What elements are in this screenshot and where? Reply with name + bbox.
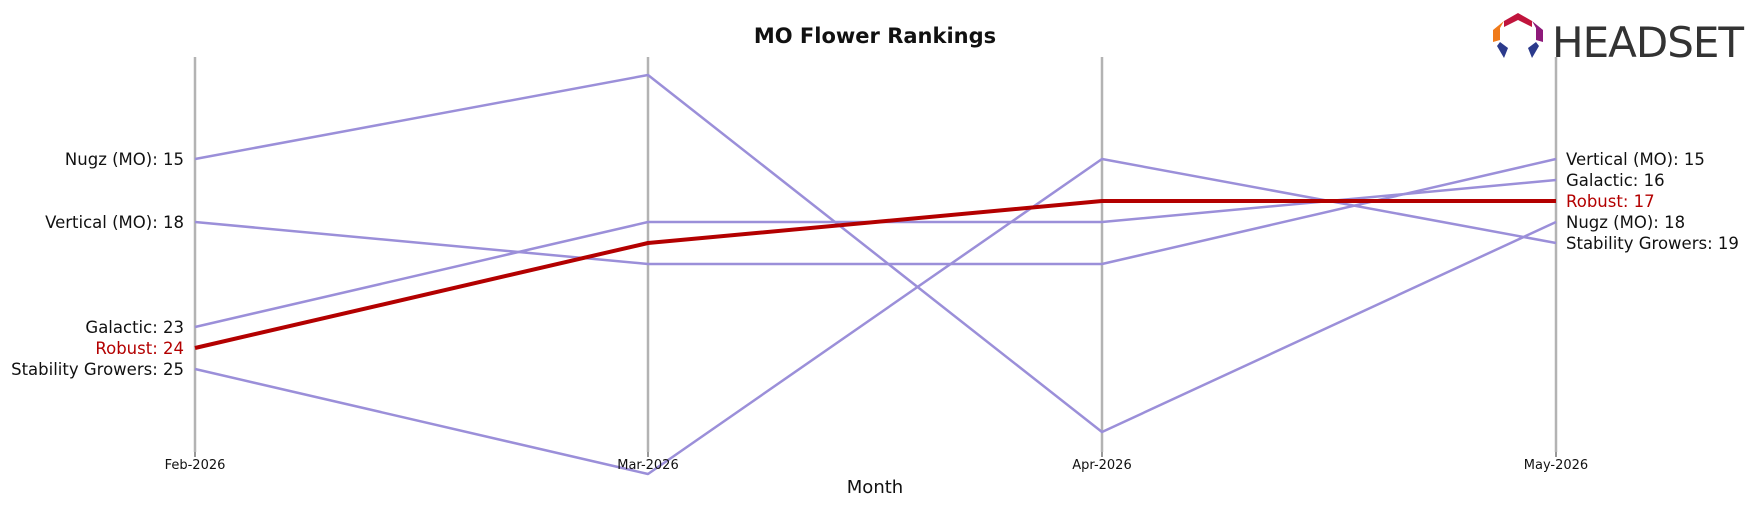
logo-wordmark: HEADSET xyxy=(1552,18,1744,67)
month-gridlines xyxy=(193,57,1558,452)
x-tick-label: Apr-2026 xyxy=(1072,458,1131,473)
end-label-galactic: Galactic: 16 xyxy=(1566,171,1665,190)
x-tick-label: May-2026 xyxy=(1524,458,1588,473)
start-label-nugz-mo: Nugz (MO): 15 xyxy=(65,150,184,169)
headset-logo: HEADSET xyxy=(1493,13,1745,67)
start-label-galactic: Galactic: 23 xyxy=(85,318,184,337)
x-axis-title: Month xyxy=(847,477,903,498)
chart-title: MO Flower Rankings xyxy=(754,24,996,48)
start-label-robust: Robust: 24 xyxy=(95,339,184,358)
end-label-vertical-mo: Vertical (MO): 15 xyxy=(1566,150,1705,169)
x-tick-label: Mar-2026 xyxy=(617,458,678,473)
headset-hexagon-logo-icon xyxy=(1493,13,1543,58)
series-line-robust xyxy=(194,199,1556,350)
start-label-stability-growers: Stability Growers: 25 xyxy=(11,360,184,379)
x-tick-labels: Feb-2026 Mar-2026 Apr-2026 May-2026 xyxy=(165,452,1588,473)
series-lines xyxy=(194,73,1557,476)
end-label-stability-growers: Stability Growers: 19 xyxy=(1566,234,1739,253)
series-labels: Nugz (MO): 15 Nugz (MO): 18 Vertical (MO):… xyxy=(11,150,1739,379)
start-label-vertical-mo: Vertical (MO): 18 xyxy=(45,213,184,232)
x-tick-label: Feb-2026 xyxy=(165,458,226,473)
end-label-nugz-mo: Nugz (MO): 18 xyxy=(1566,213,1685,232)
series-line-vertical-mo xyxy=(194,157,1557,266)
series-line-nugz-mo xyxy=(194,73,1557,434)
end-label-robust: Robust: 17 xyxy=(1566,192,1655,211)
